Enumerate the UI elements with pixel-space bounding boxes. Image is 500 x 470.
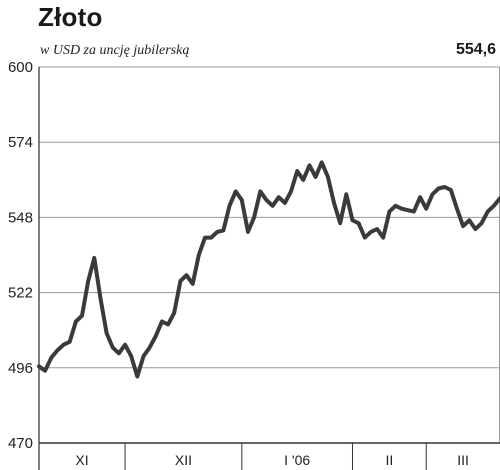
- chart-title: Złoto: [38, 2, 103, 32]
- y-tick-label: 496: [8, 360, 33, 377]
- x-tick-label: III: [457, 452, 469, 468]
- series-layer: [37, 160, 500, 379]
- y-tick-label: 548: [8, 209, 33, 226]
- x-tick-label: I '06: [284, 452, 310, 468]
- series-line-0: [37, 160, 500, 379]
- y-tick-label: 522: [8, 285, 33, 302]
- plot-frame: [38, 67, 500, 470]
- y-tick-label: 470: [8, 435, 33, 452]
- x-axis: XI XII I '06 II III: [75, 443, 469, 470]
- chart-subtitle: w USD za uncję jubilerską: [40, 43, 190, 58]
- last-value-label: 554,6: [455, 41, 496, 58]
- y-axis-ticks: 600 574 548 522 496 470: [8, 59, 33, 452]
- y-tick-label: 600: [8, 59, 33, 76]
- x-tick-label: II: [385, 452, 393, 468]
- grid-layer: [39, 66, 500, 444]
- x-tick-label: XI: [75, 452, 88, 468]
- y-tick-label: 574: [8, 134, 33, 151]
- x-tick-label: XII: [175, 452, 192, 468]
